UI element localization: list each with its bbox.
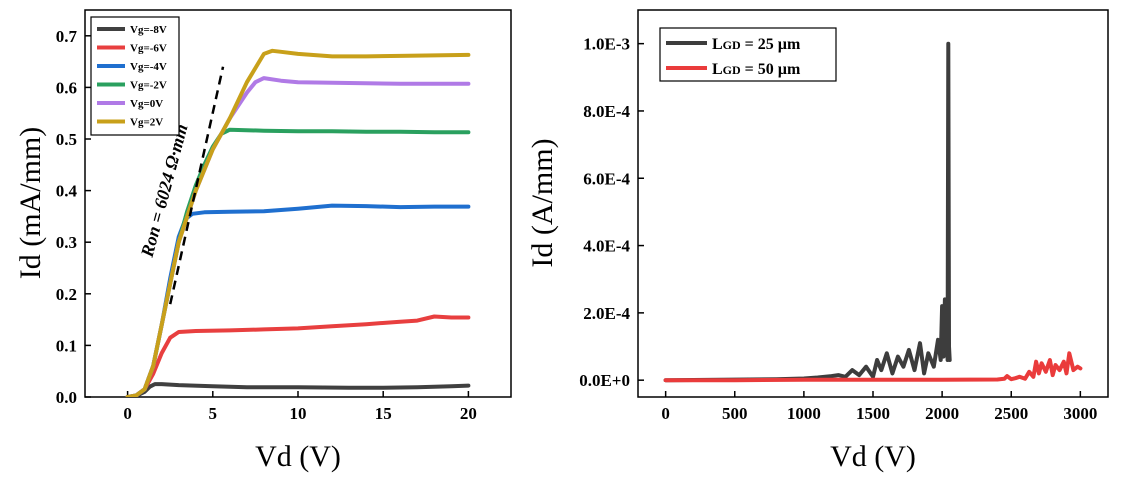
legend-label-rest: = 50 µm xyxy=(741,61,801,78)
y-tick-label: 6.0E-4 xyxy=(583,169,630,188)
right-ticks: 0 500 1000 1500 2000 2500 3000 0.0E+0 2.0E-4 4.0E… xyxy=(579,35,1097,423)
legend-label: Vg=-8V xyxy=(130,24,167,36)
x-tick-label: 3000 xyxy=(1063,404,1097,423)
legend-label: Vg=-4V xyxy=(130,61,167,73)
x-tick-label: 10 xyxy=(290,404,307,423)
y-tick-label: 0.1 xyxy=(56,336,77,355)
y-tick-label: 0.7 xyxy=(56,27,78,46)
series-line xyxy=(125,314,471,397)
series-line xyxy=(663,41,952,383)
legend-label: LGD = 50 µm xyxy=(712,61,801,78)
y-tick-label: 0.4 xyxy=(56,182,78,201)
legend-label-subscript: GD xyxy=(723,38,741,52)
y-tick-label: 0.0E+0 xyxy=(579,371,630,390)
x-tick-label: 1000 xyxy=(787,404,821,423)
series-line xyxy=(125,48,471,397)
right-x-axis-title: Vd (V) xyxy=(830,440,916,473)
legend-label-rest: = 25 µm xyxy=(741,36,801,53)
legend-label-main: L xyxy=(712,36,723,53)
right-y-axis-title: Id (A/mm) xyxy=(526,138,559,267)
y-tick-label: 0.2 xyxy=(56,285,77,304)
series-line xyxy=(663,351,1083,383)
x-tick-label: 2500 xyxy=(994,404,1028,423)
left-series-group xyxy=(125,48,471,397)
ron-fit-line xyxy=(168,66,225,305)
y-tick-label: 0.5 xyxy=(56,130,77,149)
y-tick-label: 0.6 xyxy=(56,78,77,97)
x-tick-label: 15 xyxy=(375,404,392,423)
left-y-axis-title: Id (mA/mm) xyxy=(14,127,47,279)
x-tick-label: 20 xyxy=(460,404,477,423)
y-tick-label: 0.0 xyxy=(56,388,77,407)
legend-label: Vg=-6V xyxy=(130,43,167,55)
x-tick-label: 2000 xyxy=(925,404,959,423)
series-line xyxy=(125,382,471,397)
right-series-group xyxy=(663,41,1083,383)
legend-label-subscript: GD xyxy=(723,63,741,77)
y-tick-label: 4.0E-4 xyxy=(583,237,630,256)
left-ticks: 0 5 10 15 20 0.0 0.1 0.2 0.3 0.4 0.5 0.6 0.7 xyxy=(56,27,477,423)
left-chart: 0 5 10 15 200.00.10.20.30.40.50.60.7 Ron = 6… xyxy=(14,9,512,473)
y-tick-label: 2.0E-4 xyxy=(583,304,630,323)
x-tick-label: 1500 xyxy=(856,404,890,423)
right-legend-box xyxy=(659,27,837,82)
x-tick-label: 0 xyxy=(123,404,132,423)
legend-label-main: L xyxy=(712,61,723,78)
legend-label: Vg=2V xyxy=(130,117,163,129)
right-chart: 0 500 1000 1500 2000 2500 3000 0.0E+0 2.0E-4 4.0E… xyxy=(526,9,1109,473)
legend-label: Vg=-2V xyxy=(130,80,167,92)
x-tick-label: 0 xyxy=(661,404,670,423)
x-tick-label: 500 xyxy=(722,404,748,423)
y-tick-label: 0.3 xyxy=(56,233,77,252)
left-x-axis-title: Vd (V) xyxy=(255,440,341,473)
left-legend-box xyxy=(90,16,180,136)
y-tick-label: 8.0E-4 xyxy=(583,102,630,121)
x-tick-label: 5 xyxy=(209,404,218,423)
left-legend: Vg=-8V Vg=-6V Vg=-4V Vg=-2V Vg=0V Vg=2V xyxy=(90,16,180,136)
legend-label: LGD = 25 µm xyxy=(712,36,801,53)
legend-label: Vg=0V xyxy=(130,98,163,110)
y-tick-label: 1.0E-3 xyxy=(583,35,630,54)
